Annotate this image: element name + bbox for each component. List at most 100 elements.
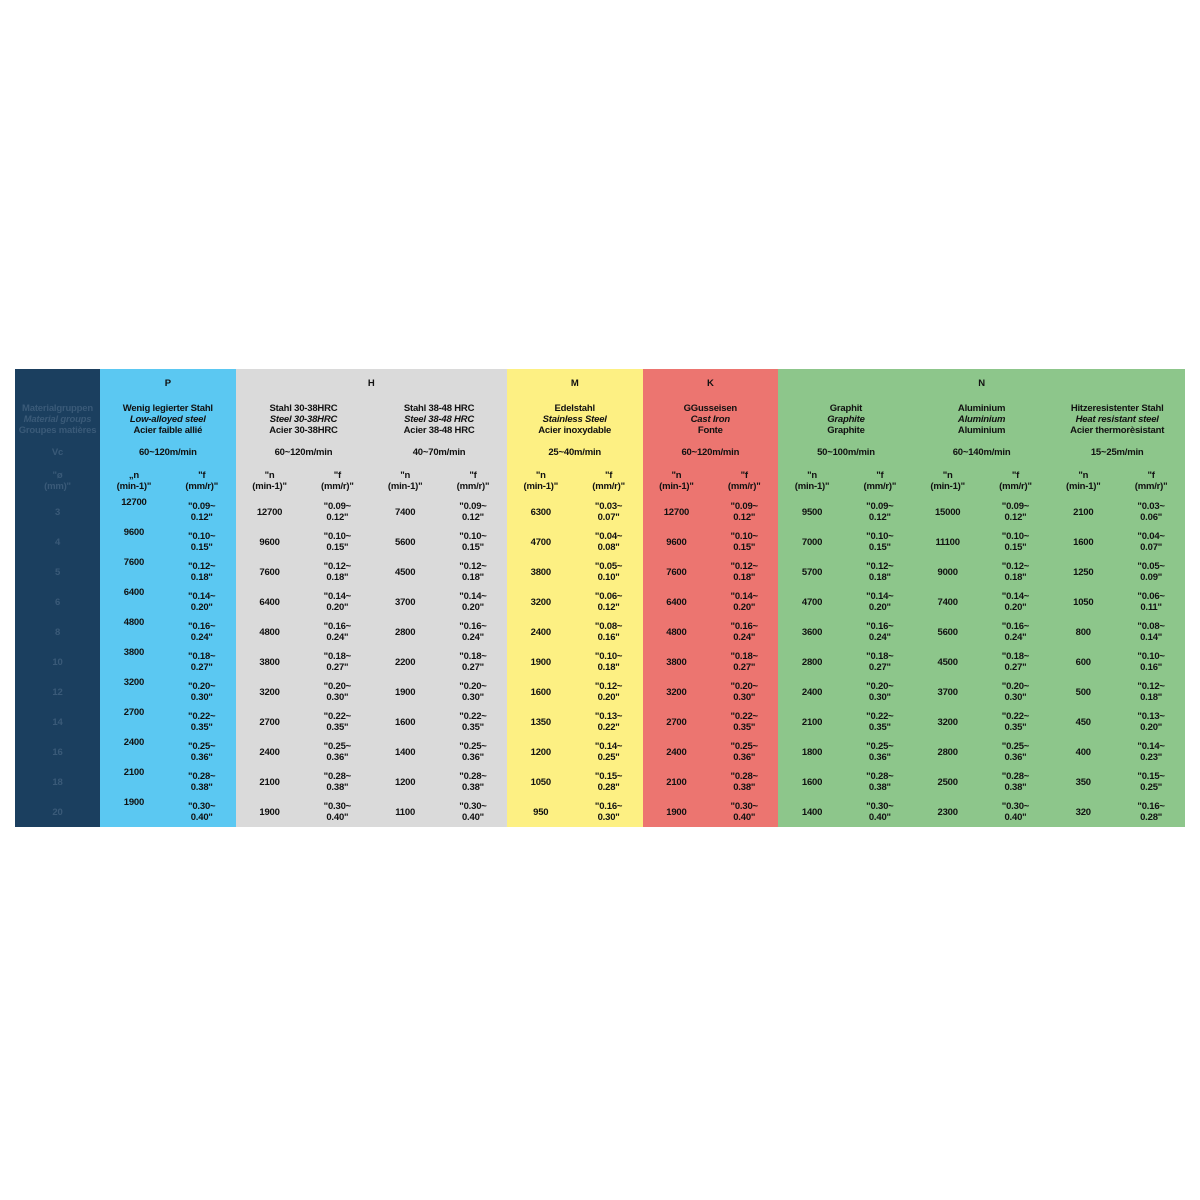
- material-name-fr: Aluminium: [957, 424, 1006, 436]
- spindle-speed-cell: 9000: [937, 566, 958, 578]
- spindle-speed-cell: 9600: [666, 536, 687, 548]
- feed-cell: "0.16~ 0.24": [730, 621, 759, 643]
- spindle-speed-cell: 2100: [123, 767, 145, 778]
- spindle-speed-cell: 7600: [666, 566, 687, 578]
- feed-cell: "0.14~ 0.23": [1137, 741, 1165, 763]
- spindle-speed-cell: 950: [533, 806, 549, 818]
- spindle-speed-cell: 2400: [530, 626, 552, 638]
- diameter-cell: 6: [54, 596, 61, 608]
- feed-cell: "0.13~ 0.22": [594, 711, 623, 733]
- spindle-speed-cell: 6400: [123, 587, 145, 598]
- feed-cell: "0.25~ 0.36": [459, 741, 487, 763]
- material-name-fr: Acier inoxydable: [538, 424, 612, 436]
- spindle-speed-cell: 2700: [259, 716, 280, 728]
- feed-cell: "0.06~ 0.11": [1137, 591, 1165, 613]
- group-m-bg: [506, 369, 643, 827]
- feed-cell: "0.30~ 0.40": [866, 801, 894, 823]
- feed-cell: "0.22~ 0.35": [1001, 711, 1030, 733]
- feed-cell: "0.06~ 0.12": [594, 591, 623, 613]
- feed-cell: "0.28~ 0.38": [866, 771, 894, 793]
- feed-cell: "0.14~ 0.20": [1001, 591, 1030, 613]
- diameter-label: "ø (mm)": [44, 470, 71, 492]
- feed-cell: "0.16~ 0.24": [866, 621, 894, 643]
- material-name-de: Edelstahl: [554, 402, 595, 414]
- spindle-speed-cell: 7400: [394, 506, 416, 518]
- cutting-speed: 50~100m/min: [817, 447, 875, 458]
- group-h-bg: [235, 369, 507, 827]
- spindle-speed-cell: 3200: [530, 596, 552, 608]
- group-letter-p: P: [164, 378, 171, 389]
- feed-cell: "0.20~ 0.30": [866, 681, 894, 703]
- feed-cell: "0.09~ 0.12": [730, 501, 759, 523]
- spindle-speed-cell: 1200: [530, 746, 552, 758]
- spindle-speed-cell: 7600: [259, 566, 280, 578]
- spindle-speed-cell: 7400: [937, 596, 958, 608]
- feed-cell: "0.05~ 0.09": [1137, 561, 1165, 583]
- spindle-speed-cell: 11100: [935, 536, 960, 548]
- spindle-speed-cell: 3800: [123, 647, 145, 658]
- material-name-fr: Fonte: [697, 424, 723, 436]
- feed-cell: "0.04~ 0.08": [594, 531, 623, 553]
- feed-cell: "0.28~ 0.38": [459, 771, 487, 793]
- feed-cell: "0.18~ 0.27": [323, 651, 352, 673]
- group-letter-m: M: [570, 378, 579, 389]
- material-name-fr: Graphite: [827, 424, 865, 436]
- group-p-bg: [100, 369, 236, 827]
- spindle-speed-cell: 1100: [395, 806, 416, 818]
- spindle-speed-cell: 9500: [801, 506, 823, 518]
- feed-cell: "0.30~ 0.40": [1001, 801, 1030, 823]
- feed-cell: "0.05~ 0.10": [594, 561, 623, 583]
- feed-cell: "0.25~ 0.36": [323, 741, 352, 763]
- feed-cell: "0.14~ 0.20": [323, 591, 352, 613]
- spindle-speed-cell: 1050: [530, 776, 552, 788]
- f-header: "f (mm/r)": [592, 470, 625, 492]
- spindle-speed-cell: 6400: [666, 596, 687, 608]
- spindle-speed-cell: 2300: [937, 806, 958, 818]
- feed-cell: "0.12~ 0.18": [1001, 561, 1030, 583]
- spindle-speed-cell: 4800: [666, 626, 687, 638]
- material-name-en: Heat resistant steel: [1075, 413, 1159, 425]
- material-name-en: Stainless Steel: [542, 413, 607, 425]
- material-name-de: GGusseisen: [683, 402, 738, 414]
- material-groups-label: Materialgruppen Material groups Groupes ma…: [15, 398, 100, 440]
- material-name-de: Stahl 30-38HRC: [269, 402, 338, 414]
- feed-cell: "0.20~ 0.30": [323, 681, 352, 703]
- spindle-speed-cell: 1200: [394, 776, 416, 788]
- feed-cell: "0.10~ 0.18": [594, 651, 623, 673]
- n-header: "n (min-1)": [930, 470, 965, 492]
- feed-cell: "0.15~ 0.28": [594, 771, 623, 793]
- feed-cell: "0.25~ 0.36": [188, 741, 216, 763]
- feed-cell: "0.28~ 0.38": [730, 771, 759, 793]
- vc-label: Vc: [51, 447, 64, 458]
- spindle-speed-cell: 2100: [1073, 506, 1094, 518]
- f-header: "f (mm/r)": [185, 470, 219, 492]
- spindle-speed-cell: 320: [1075, 806, 1091, 818]
- cutting-speed: 60~120m/min: [274, 447, 333, 458]
- spindle-speed-cell: 5600: [394, 536, 416, 548]
- diameter-cell: 3: [54, 506, 61, 518]
- cutting-data-table: Materialgruppen Material groups Groupes ma…: [15, 369, 1185, 828]
- spindle-speed-cell: 500: [1075, 686, 1091, 698]
- material-name: Stahl 30-38HRC Steel 30-38HRC Acier 30-38H…: [236, 398, 372, 440]
- feed-cell: "0.09~ 0.12": [1001, 501, 1030, 523]
- material-name-en: Low-alloyed steel: [129, 413, 206, 425]
- spindle-speed-cell: 4500: [937, 656, 958, 668]
- feed-cell: "0.12~ 0.18": [188, 561, 216, 583]
- feed-cell: "0.10~ 0.15": [459, 531, 487, 553]
- feed-cell: "0.16~ 0.24": [459, 621, 487, 643]
- diameter-cell: 8: [54, 626, 61, 638]
- spindle-speed-cell: 1250: [1073, 566, 1094, 578]
- spindle-speed-cell: 1800: [801, 746, 823, 758]
- material-name-en: Cast Iron: [690, 413, 731, 425]
- feed-cell: "0.14~ 0.25": [594, 741, 623, 763]
- feed-cell: "0.14~ 0.20": [730, 591, 759, 613]
- feed-cell: "0.09~ 0.12": [459, 501, 487, 523]
- material-name: Wenig legierter Stahl Low-alloyed steel Ac…: [100, 398, 236, 440]
- feed-cell: "0.16~ 0.30": [594, 801, 623, 823]
- n-header: „n (min-1)": [116, 470, 152, 492]
- spindle-speed-cell: 3800: [530, 566, 552, 578]
- spindle-speed-cell: 1400: [801, 806, 823, 818]
- feed-cell: "0.12~ 0.18": [323, 561, 352, 583]
- spindle-speed-cell: 3200: [259, 686, 280, 698]
- diameter-cell: 10: [52, 656, 63, 668]
